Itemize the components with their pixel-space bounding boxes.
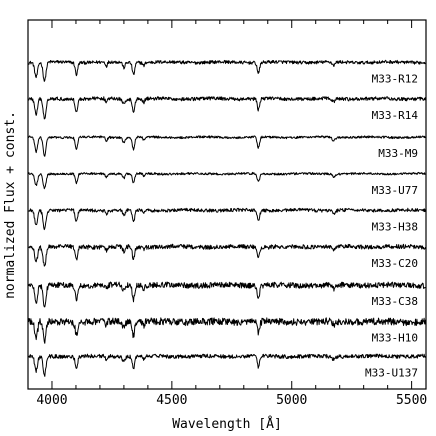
x-tick-label: 4000 bbox=[36, 393, 67, 408]
spectrum-m33-c20 bbox=[28, 243, 426, 267]
series-label: M33-M9 bbox=[378, 147, 418, 160]
spectrum-m33-r12 bbox=[28, 59, 426, 82]
x-axis-label: Wavelength [Å] bbox=[172, 416, 282, 432]
series-labels: M33-R12 M33-R14 M33-M9 M33-U77 M33-H38 M33-C2… bbox=[365, 72, 418, 379]
spectrum-m33-h38 bbox=[28, 207, 426, 231]
spectrum-m33-r14 bbox=[28, 96, 426, 120]
x-tick-label: 5000 bbox=[276, 393, 307, 408]
y-axis-label: normalized Flux + const. bbox=[3, 111, 18, 299]
spectrum-m33-u137 bbox=[28, 353, 426, 377]
spectrum-m33-c38 bbox=[28, 281, 426, 308]
series-label: M33-H10 bbox=[372, 332, 418, 345]
series-label: M33-H38 bbox=[372, 220, 418, 233]
spectrum-m33-m9 bbox=[28, 135, 426, 157]
axis-ticks: 4000 4500 5000 5500 bbox=[27, 20, 427, 408]
spectra-layer bbox=[28, 59, 426, 377]
x-tick-label: 4500 bbox=[156, 393, 187, 408]
x-tick-label: 5500 bbox=[396, 393, 427, 408]
series-label: M33-R14 bbox=[372, 109, 419, 122]
series-label: M33-R12 bbox=[372, 72, 418, 85]
plot-frame bbox=[27, 19, 427, 390]
spectrum-m33-h10 bbox=[28, 317, 426, 344]
series-label: M33-C38 bbox=[372, 295, 418, 308]
series-label: M33-U137 bbox=[365, 366, 418, 379]
series-label: M33-C20 bbox=[372, 257, 418, 270]
series-label: M33-U77 bbox=[372, 184, 418, 197]
spectrum-m33-u77 bbox=[28, 171, 426, 190]
